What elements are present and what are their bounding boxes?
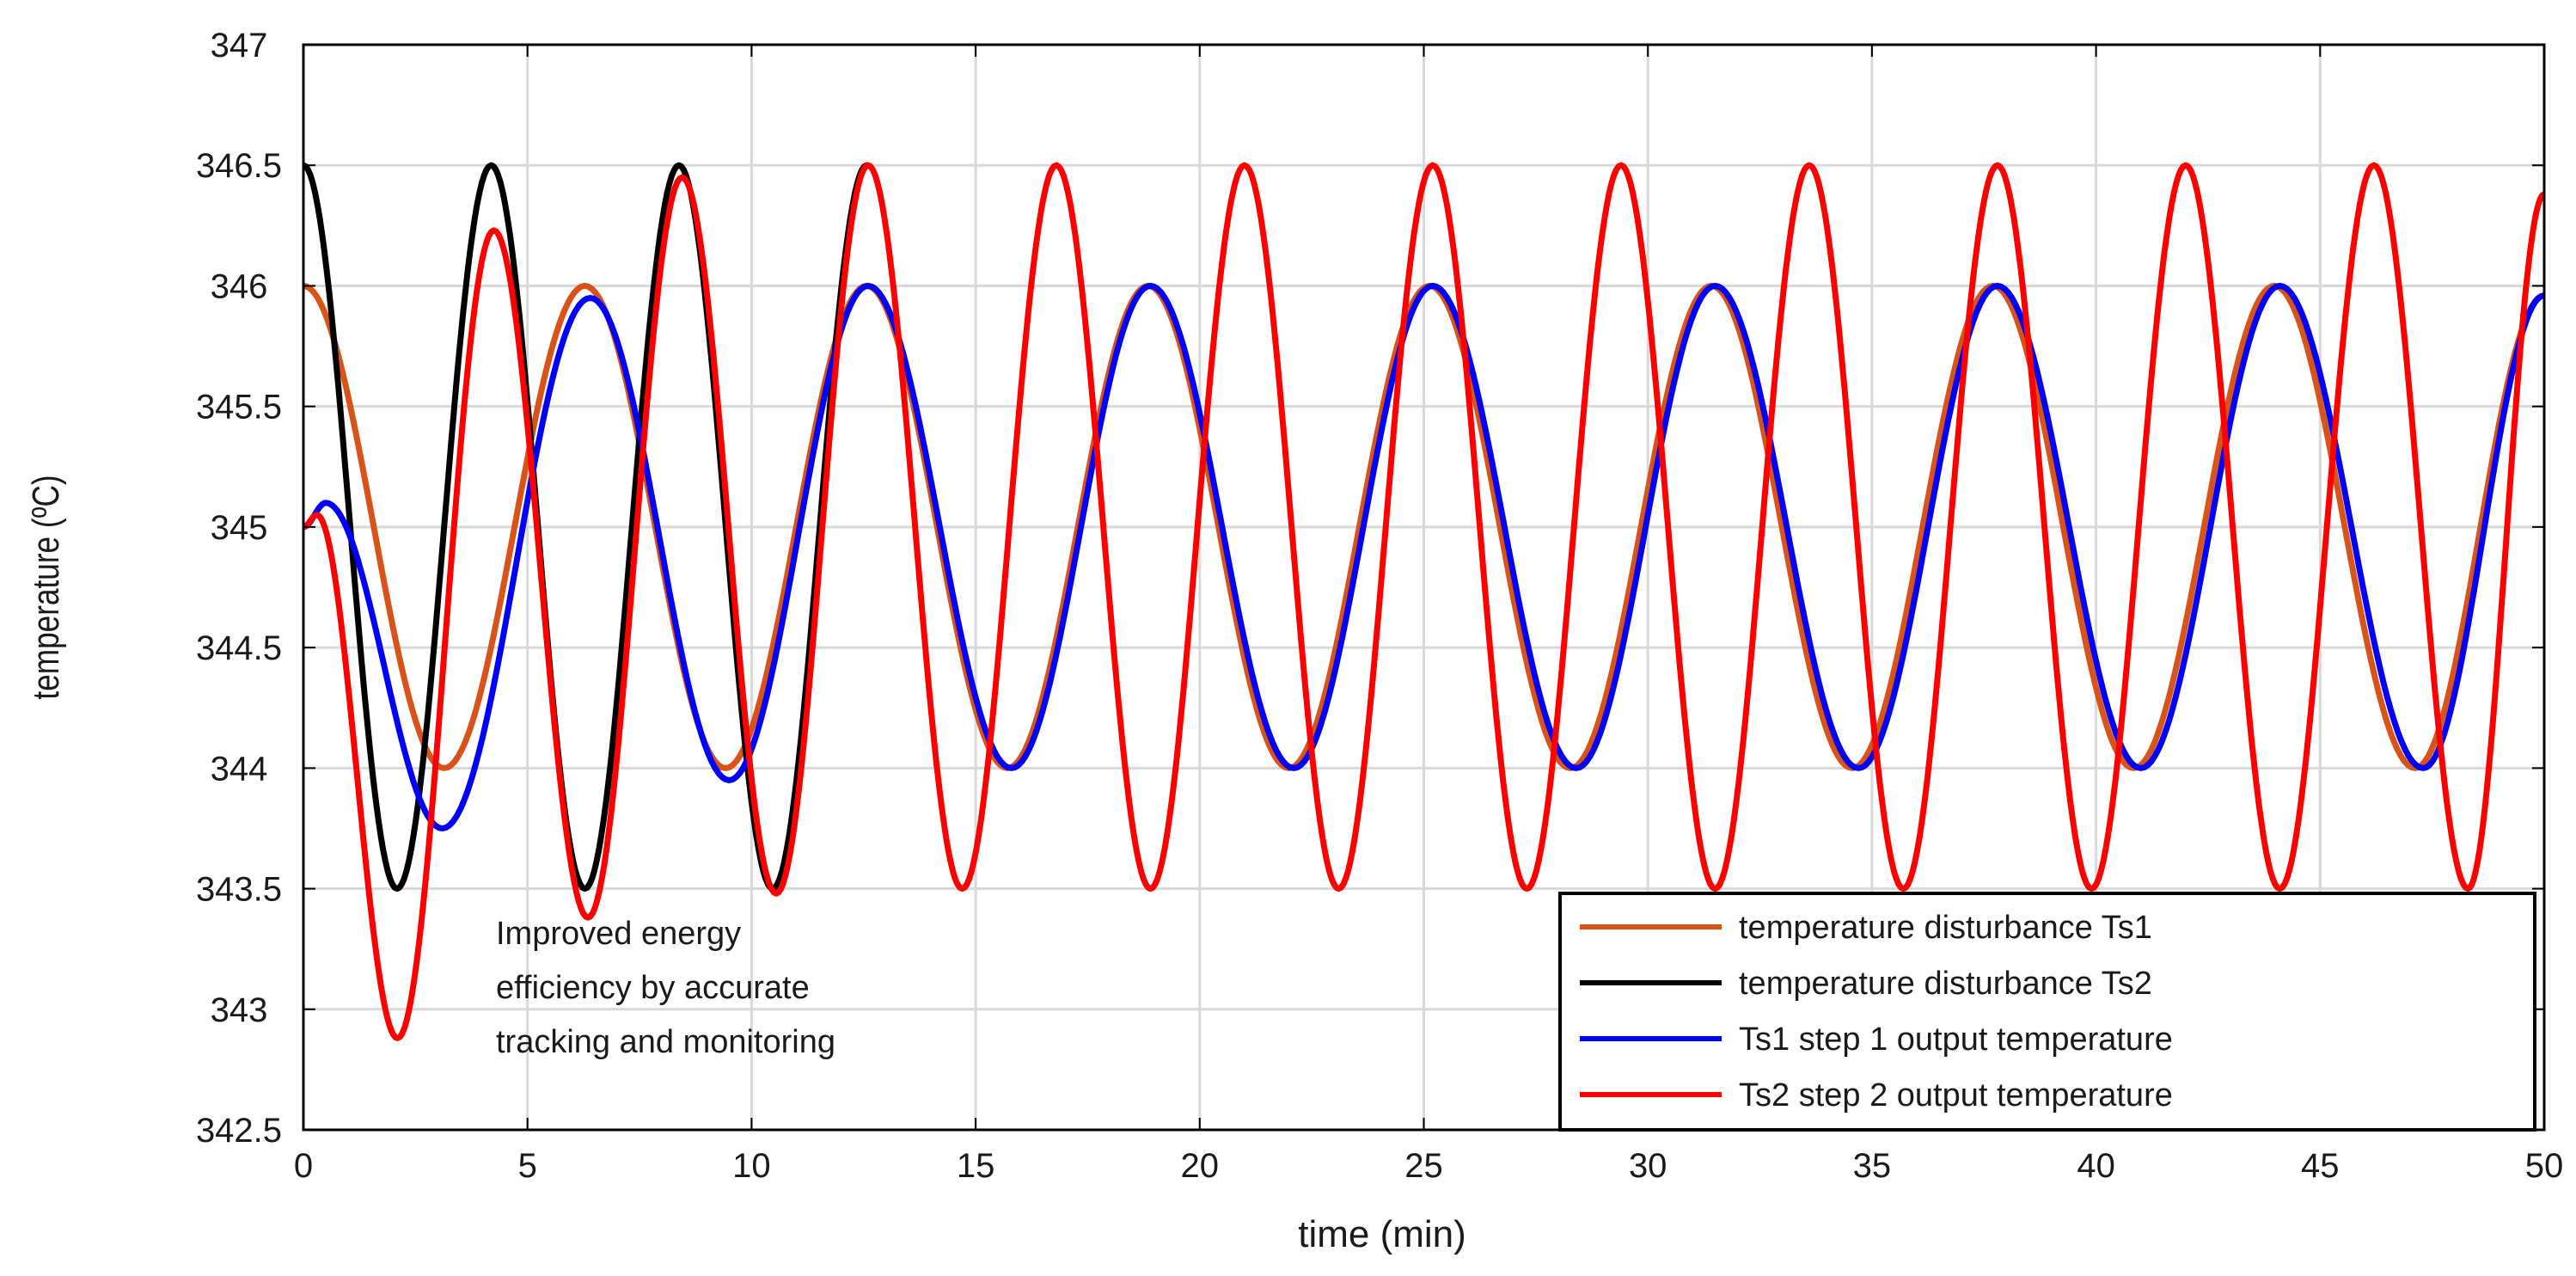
x-tick-label: 15: [957, 1147, 995, 1185]
legend-box: [1558, 892, 2536, 1132]
y-tick-label: 342.5: [196, 1112, 282, 1150]
y-tick-label: 345: [211, 509, 268, 547]
y-tick-label: 343.5: [196, 871, 282, 909]
y-tick-label: 346.5: [196, 147, 282, 185]
x-tick-label: 0: [294, 1147, 313, 1185]
legend-label: temperature disturbance Ts2: [1739, 966, 2152, 1002]
y-tick-label: 347: [211, 27, 268, 64]
x-tick-label: 10: [732, 1147, 771, 1185]
y-tick-label: 345.5: [196, 389, 282, 426]
series-line: [303, 282, 2544, 831]
annotation-line: efficiency by accurate: [496, 970, 810, 1006]
x-tick-label: 35: [1853, 1147, 1892, 1185]
y-tick-label: 346: [211, 267, 268, 305]
x-tick-label: 25: [1404, 1147, 1443, 1185]
x-axis-label: time (min): [1298, 1213, 1466, 1255]
annotation-line: Improved energy: [496, 916, 741, 952]
legend-label: temperature disturbance Ts1: [1739, 910, 2152, 946]
x-tick-label: 45: [2301, 1147, 2340, 1185]
x-tick-label: 20: [1181, 1147, 1220, 1185]
annotation: Improved energy efficiency by accurate t…: [496, 916, 835, 1060]
legend-label: Ts2 step 2 output temperature: [1739, 1077, 2173, 1113]
series-line: [303, 162, 2544, 1041]
y-tick-label: 343: [211, 991, 268, 1029]
y-tick-label: 344.5: [196, 629, 282, 667]
legend-label: Ts1 step 1 output temperature: [1739, 1021, 2173, 1058]
axis-ticks: 0 5 10 15 20 25 30 35 40 45 50 342.5 343 343.5 344 344.…: [196, 27, 2563, 1185]
x-tick-label: 50: [2525, 1147, 2564, 1185]
y-axis-label: temperature (ºC): [25, 475, 67, 699]
annotation-line: tracking and monitoring: [496, 1024, 835, 1060]
legend: temperature disturbance Ts1 temperature …: [1558, 892, 2536, 1132]
series-lines: [303, 162, 2544, 1041]
x-tick-label: 40: [2077, 1147, 2115, 1185]
x-tick-label: 5: [518, 1147, 537, 1185]
y-tick-label: 344: [211, 750, 268, 788]
x-tick-label: 30: [1629, 1147, 1667, 1185]
